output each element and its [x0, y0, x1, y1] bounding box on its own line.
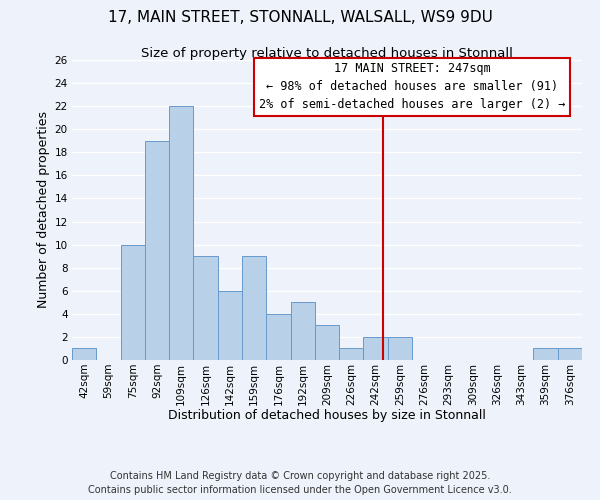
Bar: [218, 291, 242, 360]
X-axis label: Distribution of detached houses by size in Stonnall: Distribution of detached houses by size …: [168, 409, 486, 422]
Bar: [290, 302, 315, 360]
Bar: [266, 314, 290, 360]
Text: 17 MAIN STREET: 247sqm
← 98% of detached houses are smaller (91)
2% of semi-deta: 17 MAIN STREET: 247sqm ← 98% of detached…: [259, 62, 565, 112]
Bar: [558, 348, 582, 360]
Bar: [169, 106, 193, 360]
Text: Contains HM Land Registry data © Crown copyright and database right 2025.
Contai: Contains HM Land Registry data © Crown c…: [88, 471, 512, 495]
Bar: [145, 141, 169, 360]
Bar: [364, 337, 388, 360]
Bar: [339, 348, 364, 360]
Bar: [242, 256, 266, 360]
Bar: [193, 256, 218, 360]
Title: Size of property relative to detached houses in Stonnall: Size of property relative to detached ho…: [141, 47, 513, 60]
Text: 17, MAIN STREET, STONNALL, WALSALL, WS9 9DU: 17, MAIN STREET, STONNALL, WALSALL, WS9 …: [107, 10, 493, 25]
Bar: [388, 337, 412, 360]
Bar: [72, 348, 96, 360]
Y-axis label: Number of detached properties: Number of detached properties: [37, 112, 50, 308]
Bar: [315, 326, 339, 360]
Bar: [533, 348, 558, 360]
Bar: [121, 244, 145, 360]
